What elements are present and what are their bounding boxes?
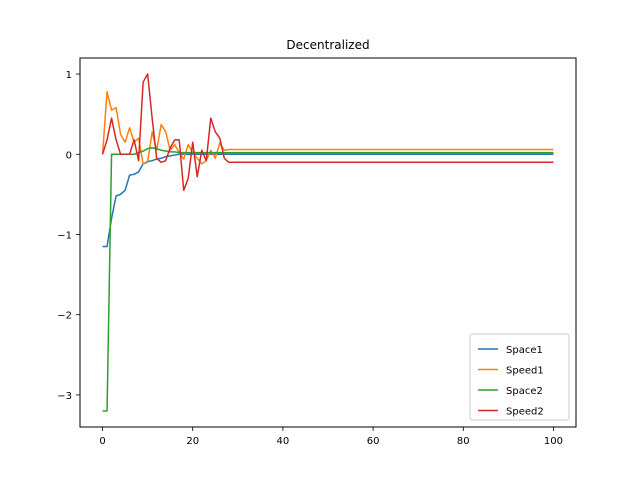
x-tick-label: 0 xyxy=(99,436,105,447)
x-axis: 0 20 40 60 80 100 xyxy=(99,427,563,447)
x-tick-label: 20 xyxy=(186,436,199,447)
series-line-speed1 xyxy=(101,90,554,165)
y-axis: 1 0 −1 −2 −3 xyxy=(57,70,80,402)
y-tick-label: 0 xyxy=(66,150,72,161)
y-tick-label: −3 xyxy=(57,391,72,402)
series-lines xyxy=(101,73,554,412)
chart-title: Decentralized xyxy=(286,38,369,52)
legend: Space1 Speed1 Space2 Speed2 xyxy=(469,333,570,421)
plot-area-frame xyxy=(79,57,577,428)
legend-box xyxy=(469,333,570,421)
x-tick-label: 60 xyxy=(367,436,380,447)
y-tick-label: −1 xyxy=(57,230,72,241)
x-tick-label: 80 xyxy=(457,436,470,447)
legend-label-space1: Space1 xyxy=(506,345,543,356)
y-tick-label: 1 xyxy=(66,70,72,81)
x-tick-label: 100 xyxy=(544,436,563,447)
legend-label-speed1: Speed1 xyxy=(506,366,544,377)
legend-label-space2: Space2 xyxy=(506,386,543,397)
x-tick-label: 40 xyxy=(277,436,290,447)
y-tick-label: −2 xyxy=(57,311,72,322)
legend-label-speed2: Speed2 xyxy=(506,407,544,418)
series-line-speed2 xyxy=(101,73,554,192)
